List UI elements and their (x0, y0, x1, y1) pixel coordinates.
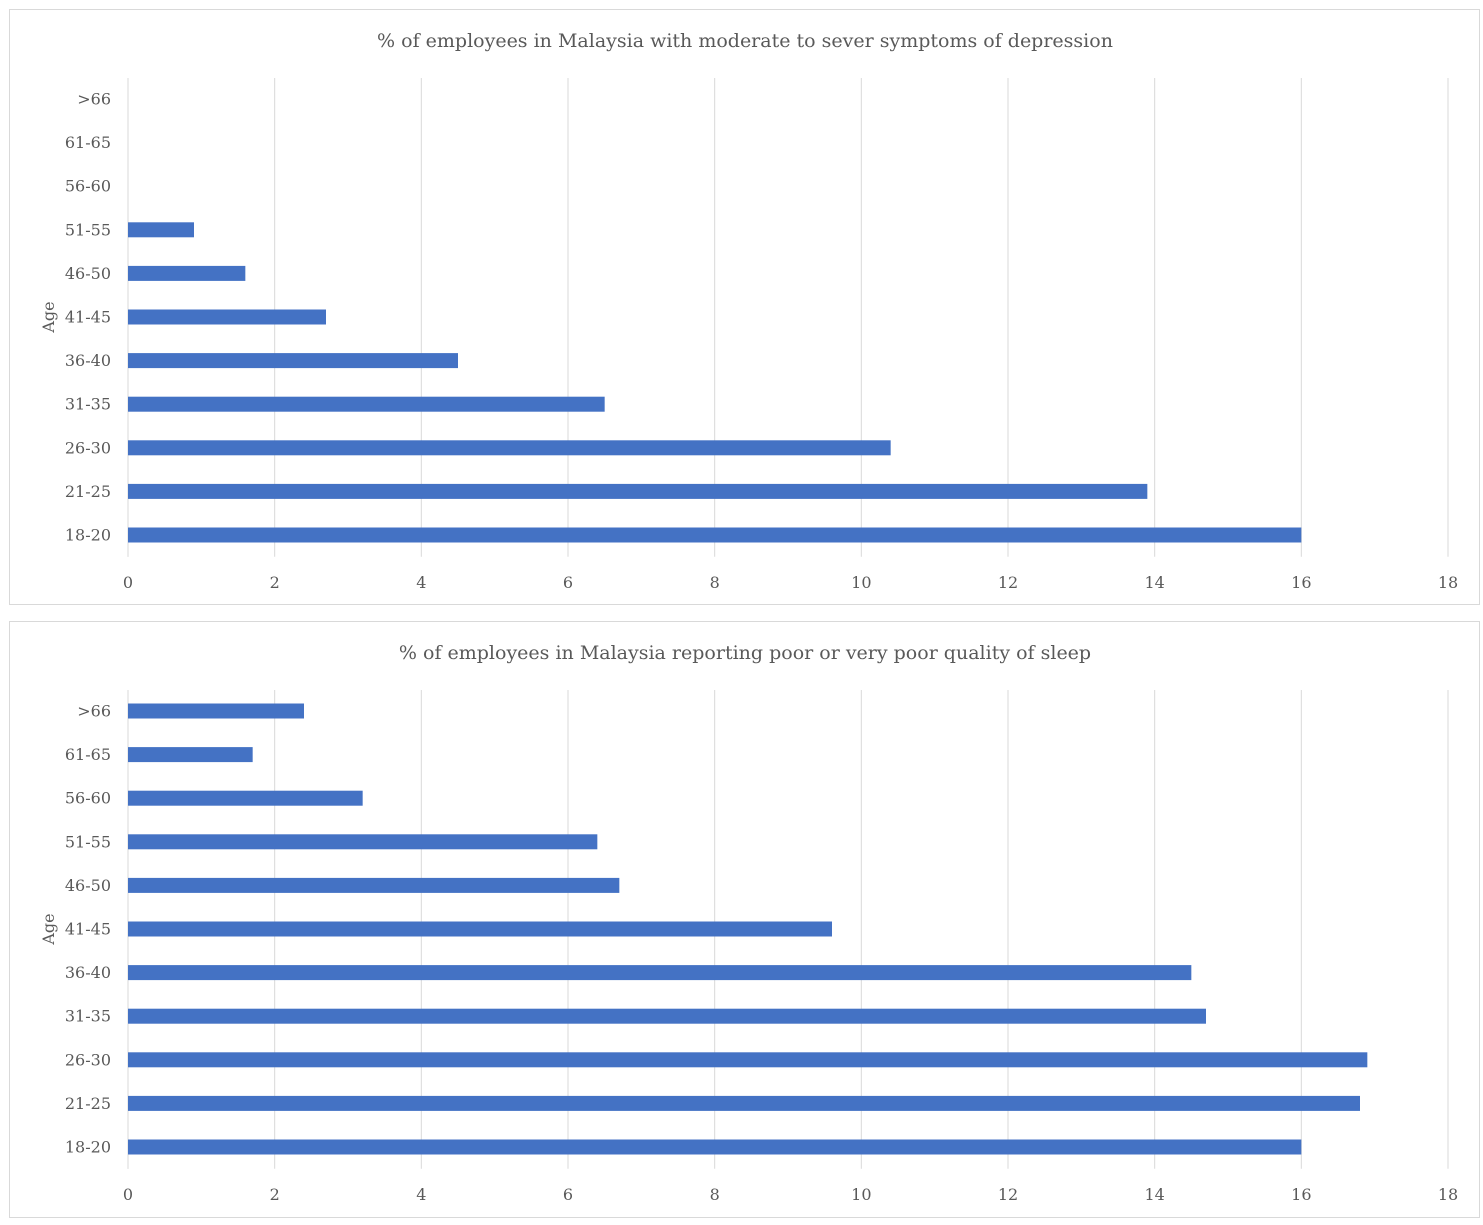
y-tick-label: 21-25 (65, 482, 111, 501)
bar (128, 440, 891, 456)
bar (128, 527, 1302, 543)
bar (128, 1095, 1360, 1111)
x-tick-label: 14 (1144, 573, 1164, 592)
y-tick-label: 51-55 (65, 220, 111, 239)
y-tick-label: 31-35 (65, 395, 111, 414)
bar (128, 834, 598, 850)
x-tick-label: 0 (123, 1185, 133, 1204)
y-tick-label: 46-50 (65, 264, 111, 283)
y-tick-label: 18-20 (65, 1138, 111, 1157)
y-tick-label: 41-45 (65, 308, 111, 327)
y-tick-label: 36-40 (65, 351, 111, 370)
y-tick-label: 56-60 (65, 789, 111, 808)
bar (128, 483, 1148, 499)
bar (128, 222, 194, 238)
bar (128, 1139, 1302, 1155)
x-tick-label: 16 (1291, 1185, 1311, 1204)
y-tick-label: >66 (77, 702, 111, 721)
bar (128, 877, 620, 893)
bar (128, 1008, 1206, 1024)
x-tick-label: 0 (123, 573, 133, 592)
x-tick-label: 8 (710, 1185, 720, 1204)
bar (128, 703, 304, 719)
x-tick-label: 14 (1144, 1185, 1164, 1204)
bar (128, 790, 363, 806)
x-tick-label: 18 (1438, 1185, 1458, 1204)
bar (128, 353, 458, 369)
y-axis-title: Age (39, 301, 58, 333)
y-tick-label: 26-30 (65, 1050, 111, 1069)
y-tick-label: 41-45 (65, 920, 111, 939)
x-tick-label: 10 (851, 1185, 871, 1204)
bar (128, 965, 1192, 981)
y-tick-label: 26-30 (65, 438, 111, 457)
x-tick-label: 6 (563, 573, 573, 592)
x-tick-label: 12 (998, 1185, 1018, 1204)
bar (128, 921, 832, 937)
x-tick-label: 12 (998, 573, 1018, 592)
chart-panel-depression: 0 2 4 6 8 10 12 14 16 18 18-20 21-25 26-30 31-35 36-40… (9, 9, 1480, 605)
y-tick-label: 61-65 (65, 133, 111, 152)
bar (128, 396, 605, 412)
y-tick-label: 61-65 (65, 745, 111, 764)
bar (128, 747, 253, 763)
y-tick-label: 21-25 (65, 1094, 111, 1113)
x-tick-label: 4 (416, 573, 426, 592)
y-tick-label: >66 (77, 90, 111, 109)
x-tick-label: 16 (1291, 573, 1311, 592)
x-tick-label: 2 (270, 1185, 280, 1204)
y-tick-label: 46-50 (65, 876, 111, 895)
depression-bar-chart: 0 2 4 6 8 10 12 14 16 18 18-20 21-25 26-30 31-35 36-40… (39, 30, 1458, 592)
y-tick-label: 31-35 (65, 1007, 111, 1026)
y-tick-label: 36-40 (65, 963, 111, 982)
sleep-bar-chart: 0 2 4 6 8 10 12 14 16 18 18-20 21-25 26-30 31-35 36-40… (39, 642, 1458, 1204)
chart-panel-sleep: 0 2 4 6 8 10 12 14 16 18 18-20 21-25 26-30 31-35 36-40… (9, 621, 1480, 1218)
y-tick-label: 51-55 (65, 832, 111, 851)
bar (128, 309, 326, 325)
chart-title: % of employees in Malaysia reporting poo… (399, 642, 1091, 664)
x-tick-label: 2 (270, 573, 280, 592)
bar (128, 1052, 1368, 1068)
x-tick-label: 6 (563, 1185, 573, 1204)
y-tick-label: 56-60 (65, 177, 111, 196)
x-tick-label: 4 (416, 1185, 426, 1204)
x-tick-label: 10 (851, 573, 871, 592)
y-tick-label: 18-20 (65, 526, 111, 545)
bar (128, 265, 246, 281)
y-axis-title: Age (39, 913, 58, 945)
chart-title: % of employees in Malaysia with moderate… (377, 30, 1113, 52)
x-tick-label: 8 (710, 573, 720, 592)
x-tick-label: 18 (1438, 573, 1458, 592)
